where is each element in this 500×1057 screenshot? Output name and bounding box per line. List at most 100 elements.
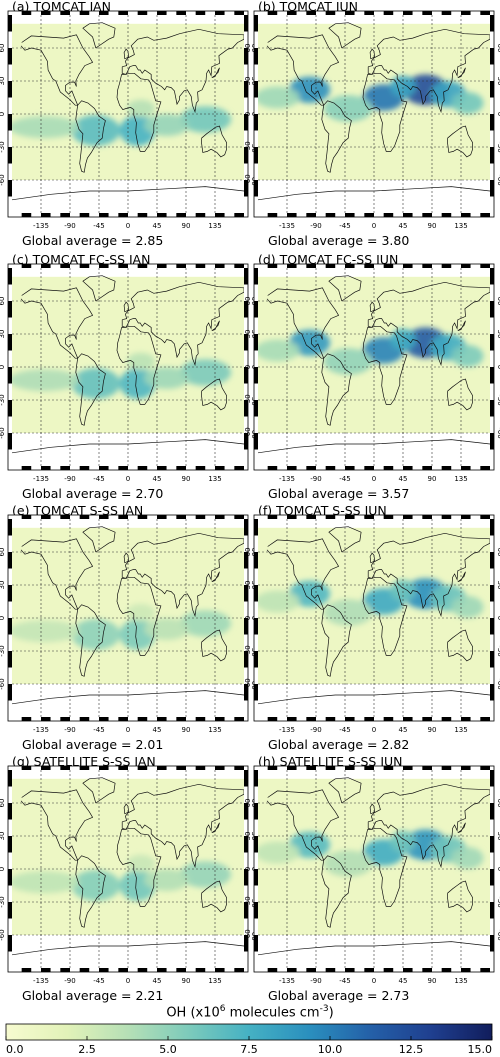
frame-segment [277, 11, 287, 15]
frame-segment [31, 766, 41, 770]
frame-segment [490, 400, 494, 417]
frame-segment [89, 264, 99, 268]
frame-segment [432, 11, 442, 15]
frame-segment [176, 264, 186, 268]
coastline [266, 538, 340, 610]
frame-segment [306, 213, 316, 217]
frame-segment [490, 130, 494, 147]
lat-tick-label-left: 0 [0, 365, 6, 369]
oh-hotspots [258, 578, 484, 626]
frame-segment [383, 717, 394, 721]
frame-segment [277, 717, 287, 721]
frame-segment [287, 264, 297, 268]
frame-segment [490, 367, 494, 384]
frame-segment [157, 11, 167, 15]
frame-segment [244, 535, 248, 552]
lat-tick-label-left: -30 [244, 141, 252, 152]
lat-tick-label-left: -60 [0, 678, 6, 689]
lon-tick-label: -45 [93, 726, 104, 734]
oh-field [12, 15, 244, 213]
frame-segment [254, 334, 258, 351]
oh-hotspot [390, 579, 416, 602]
frame-segment [186, 264, 196, 268]
frame-segment [480, 11, 490, 15]
frame-segment [89, 515, 99, 519]
frame-segment [490, 284, 494, 301]
frame-segment [8, 449, 12, 466]
frame-segment [244, 180, 248, 197]
frame-segment [99, 213, 109, 217]
lat-tick-label-right: -60 [496, 174, 500, 185]
frame-segment [60, 11, 70, 15]
oh-hotspot [451, 345, 484, 367]
frame-segment [50, 213, 61, 217]
frame-segment [12, 766, 22, 770]
frame-segment [79, 213, 90, 217]
map-frame [7, 10, 249, 218]
coastline [75, 100, 106, 173]
frame-segment [335, 466, 345, 470]
frame-segment [470, 968, 481, 972]
graticule [258, 15, 490, 213]
frame-segment [258, 213, 268, 217]
lat-tick-label-right: 30 [496, 77, 500, 86]
frame-segment [490, 383, 494, 400]
lat-tick-label-right: 30 [496, 581, 500, 590]
frame-segment [128, 213, 138, 217]
frame-segment [364, 213, 374, 217]
lon-tick-label: -45 [93, 222, 104, 230]
frame-segment [254, 819, 258, 836]
frame-segment [490, 48, 494, 65]
frame-segment [8, 284, 12, 301]
frame-segment [345, 717, 355, 721]
frame-segment [186, 213, 196, 217]
frame-segment [345, 766, 355, 770]
panel-title: (e) TOMCAT S-SS JAN [12, 503, 143, 518]
frame-segment [325, 717, 336, 721]
lon-tick-label: 45 [399, 222, 408, 230]
coastline [266, 287, 340, 359]
map-frame [253, 514, 495, 722]
frame-segment [490, 552, 494, 569]
frame-segment [128, 11, 138, 15]
frame-segment [277, 466, 287, 470]
frame-segment [296, 11, 307, 15]
lat-tick-label-left: -30 [0, 141, 6, 152]
oh-hotspot [126, 854, 156, 873]
lat-tick-label-left: -60 [244, 678, 252, 689]
coastline [20, 287, 94, 359]
frame-segment [224, 717, 235, 721]
frame-segment [335, 11, 345, 15]
frame-segment [306, 717, 316, 721]
frame-segment [118, 515, 128, 519]
frame-segment [108, 515, 119, 519]
frame-segment [441, 466, 452, 470]
lat-tick-label-left: 0 [244, 365, 252, 369]
oh-hotspots [258, 327, 484, 375]
frame-segment [432, 766, 442, 770]
frame-segment [41, 466, 51, 470]
frame-segment [258, 466, 268, 470]
frame-segment [480, 717, 490, 721]
panel-title: (h) SATELLITE S-SS JUN [258, 754, 403, 769]
frame-segment [70, 11, 80, 15]
frame-segment [490, 81, 494, 98]
oh-hotspot [258, 590, 300, 613]
frame-segment [244, 836, 248, 853]
frame-segment [224, 968, 235, 972]
oh-hotspot [144, 114, 190, 136]
oh-base-field [12, 276, 244, 433]
frame-segment [490, 449, 494, 466]
frame-segment [60, 766, 70, 770]
graticule [12, 268, 244, 466]
frame-segment [166, 264, 177, 268]
frame-segment [254, 114, 258, 131]
frame-segment [374, 264, 384, 268]
coastline [20, 34, 94, 106]
coastline [82, 22, 116, 49]
frame-segment [205, 213, 215, 217]
coastline [362, 576, 408, 656]
frame-segment [195, 717, 206, 721]
coastlines [258, 777, 490, 956]
frame-segment [254, 180, 258, 197]
